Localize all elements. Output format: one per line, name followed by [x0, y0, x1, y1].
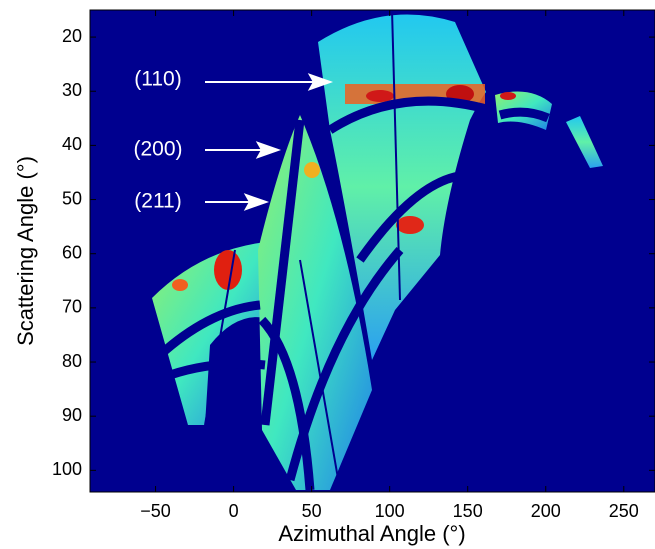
y-tick-label: 90 — [62, 405, 82, 425]
x-axis-label: Azimuthal Angle (°) — [278, 521, 465, 546]
hotspot — [214, 250, 242, 290]
x-tick-label: 150 — [453, 501, 483, 521]
hotspot — [396, 216, 424, 234]
detector-image — [152, 10, 603, 491]
y-tick-label: 70 — [62, 297, 82, 317]
x-tick-label: 250 — [609, 501, 639, 521]
y-tick-label: 30 — [62, 80, 82, 100]
y-tick-label: 100 — [52, 459, 82, 479]
y-tick-label: 60 — [62, 242, 82, 262]
detector-gaps — [156, 96, 550, 491]
arrows — [205, 73, 334, 211]
annotation: (110) — [134, 68, 181, 91]
detector-seams — [204, 10, 401, 491]
y-axis-label: Scattering Angle (°) — [13, 156, 38, 346]
annotation: (211) — [134, 190, 181, 213]
hotspot — [304, 162, 320, 178]
y-tick-label: 40 — [62, 134, 82, 154]
panel — [566, 116, 603, 168]
x-tick-label: 100 — [375, 501, 405, 521]
y-tick-label: 20 — [62, 26, 82, 46]
annotation: (200) — [133, 138, 182, 161]
hotspot — [500, 92, 516, 100]
hotspot — [172, 279, 188, 291]
plot-frame — [89, 9, 655, 493]
hotspot — [366, 90, 394, 102]
y-tick-label: 80 — [62, 351, 82, 371]
y-tick-label: 50 — [62, 188, 82, 208]
x-tick-label: 0 — [229, 501, 239, 521]
x-tick-label: 50 — [302, 501, 322, 521]
x-tick-label: −50 — [140, 501, 171, 521]
x-tick-label: 200 — [531, 501, 561, 521]
